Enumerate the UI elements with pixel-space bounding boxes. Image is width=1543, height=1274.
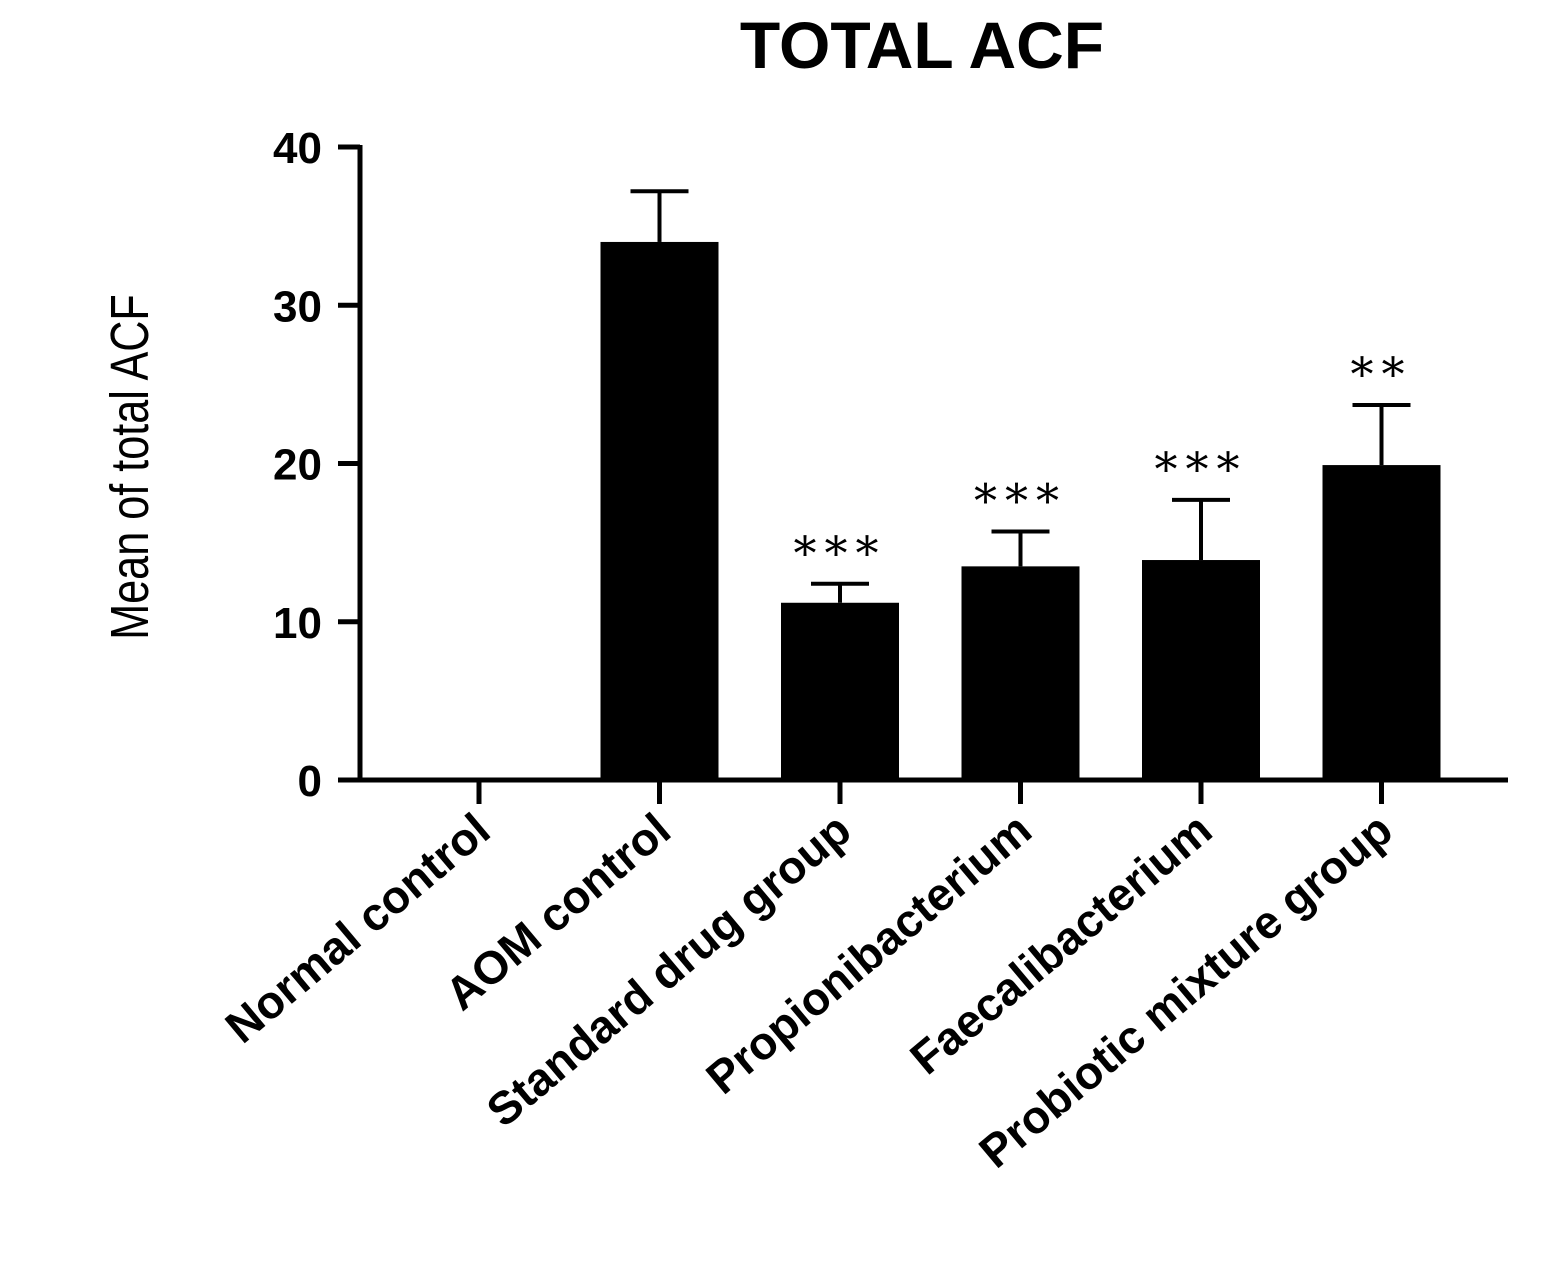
y-axis-label: Mean of total ACF [101,294,161,640]
y-tick-label: 20 [273,441,322,490]
bar [1142,560,1260,780]
bars [600,241,1441,780]
bar [1322,465,1441,780]
bar [600,241,719,780]
y-tick-label: 40 [273,124,322,173]
x-category-label: Propionibacterium [696,803,1041,1104]
error-bars [630,189,1411,603]
significance-marker: *** [794,526,887,580]
significance-markers: *********** [794,347,1413,580]
y-tick-label: 10 [273,599,322,648]
bar [781,602,899,780]
x-category-label: Normal control [215,803,499,1053]
y-axis: 0 10 20 30 40 [273,124,363,806]
x-category-label: Standard drug group [477,803,861,1137]
significance-marker: *** [1155,442,1248,496]
significance-marker: *** [974,474,1067,528]
y-tick-label: 0 [298,757,322,806]
bar [961,566,1080,780]
significance-marker: ** [1351,347,1413,401]
y-tick-label: 30 [273,282,322,331]
x-axis [358,777,1508,804]
chart-title: TOTAL ACF [740,8,1104,82]
x-category-label: Faecalibacterium [900,803,1221,1084]
